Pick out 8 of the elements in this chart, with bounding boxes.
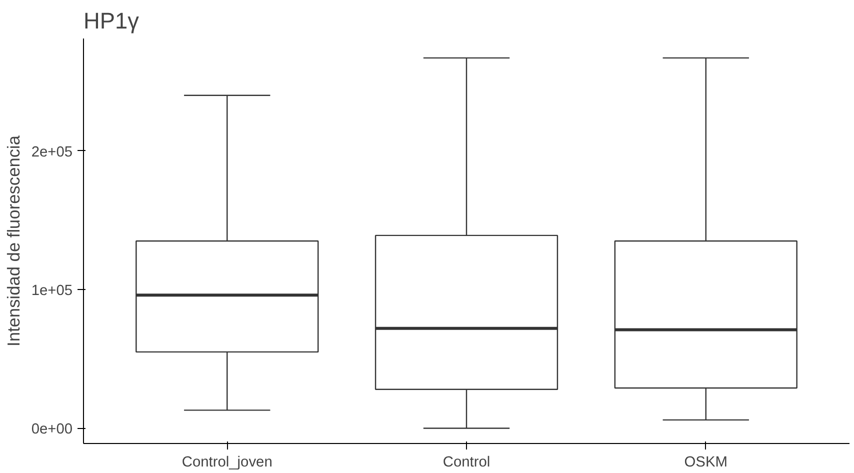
x-tick-label: Control xyxy=(442,454,490,470)
y-tick-label: 2e+05 xyxy=(31,144,73,160)
x-tick-label: OSKM xyxy=(684,454,728,470)
y-axis-title: Intensidad de fluorescencia xyxy=(3,135,24,346)
chart-title: HP1γ xyxy=(84,8,140,34)
x-tick-label: Control_joven xyxy=(182,454,272,470)
y-tick-label: 1e+05 xyxy=(31,283,73,300)
y-tick-label: 0e+00 xyxy=(31,422,73,438)
